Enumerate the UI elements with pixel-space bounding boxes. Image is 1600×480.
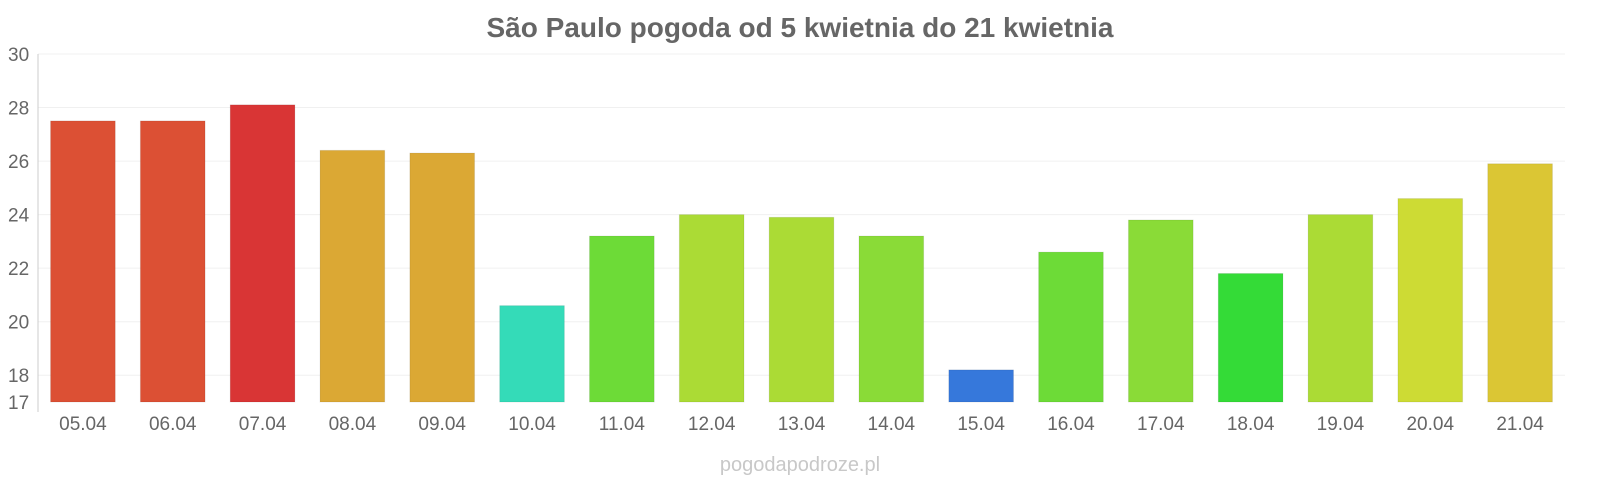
bar-07.04: [229, 104, 296, 403]
chart-title: São Paulo pogoda od 5 kwietnia do 21 kwi…: [486, 12, 1113, 43]
x-tick-label: 15.04: [957, 414, 1005, 435]
x-tick-label: 16.04: [1047, 414, 1095, 435]
x-tick-label: 08.04: [329, 414, 377, 435]
x-tick-label: 13.04: [778, 414, 826, 435]
bar-06.04: [139, 120, 206, 403]
y-axis: 17 18 20 22 24 26 28 30: [8, 45, 39, 414]
x-tick-label: 06.04: [149, 414, 197, 435]
x-tick-label: 11.04: [599, 414, 646, 435]
x-tick-label: 09.04: [418, 414, 466, 435]
bar-08.04: [319, 149, 386, 403]
watermark: pogodapodroze.pl: [720, 454, 880, 476]
x-tick-label: 18.04: [1227, 414, 1275, 435]
bar-05.04: [50, 120, 116, 403]
y-tick-label: 28: [8, 99, 29, 120]
x-tick-label: 14.04: [868, 414, 916, 435]
bar-13.04: [768, 216, 835, 403]
y-tick-label: 24: [8, 206, 30, 227]
bar-16.04: [1038, 251, 1104, 403]
y-tick-label: 18: [8, 366, 29, 387]
bar-12.04: [678, 214, 745, 403]
y-tick-label: 30: [8, 45, 29, 66]
bar-18.04: [1217, 273, 1284, 403]
x-tick-label: 07.04: [239, 414, 287, 435]
bar-15.04: [948, 369, 1014, 403]
bar-21.04: [1487, 163, 1553, 403]
x-tick-label: 21.04: [1496, 414, 1544, 435]
y-tick-label: 17: [8, 393, 29, 414]
bar-11.04: [589, 235, 655, 403]
y-tick-label: 26: [8, 152, 29, 173]
x-axis: 05.04 06.04 07.04 08.04 09.04 10.04 11.04 12.04…: [59, 414, 1544, 435]
bar-17.04: [1127, 219, 1194, 403]
bar-19.04: [1307, 214, 1374, 403]
x-tick-label: 17.04: [1137, 414, 1185, 435]
bar-20.04: [1397, 198, 1464, 403]
bar-14.04: [858, 235, 925, 403]
x-tick-label: 05.04: [59, 414, 107, 435]
bars: [50, 104, 1553, 403]
y-tick-label: 22: [8, 259, 29, 280]
bar-09.04: [409, 152, 476, 403]
bar-10.04: [499, 305, 565, 403]
x-tick-label: 12.04: [688, 414, 736, 435]
x-tick-label: 20.04: [1406, 414, 1454, 435]
x-tick-label: 10.04: [508, 414, 556, 435]
y-tick-label: 20: [8, 313, 29, 334]
x-tick-label: 19.04: [1317, 414, 1365, 435]
